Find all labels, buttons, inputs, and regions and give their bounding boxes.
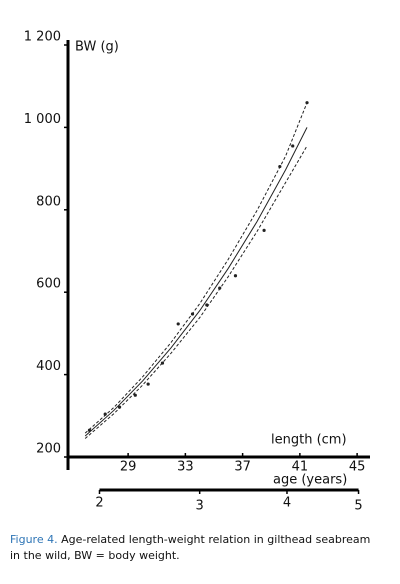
- y-tick-label: 1 200: [24, 30, 61, 45]
- data-point: [262, 228, 266, 232]
- x2-axis-label: age (years): [273, 473, 347, 488]
- data-point: [205, 303, 209, 307]
- x2-tick-label: 4: [283, 496, 291, 511]
- x2-tick-label: 3: [196, 499, 204, 514]
- caption: Figure 4. Age-related length-weight rela…: [10, 533, 370, 546]
- data-point: [218, 286, 222, 290]
- x-axis-label: length (cm): [271, 433, 347, 448]
- x-tick-label: 41: [292, 460, 309, 475]
- x2-tick-label: 2: [95, 496, 103, 511]
- x-tick-label: 45: [349, 460, 366, 475]
- x-tick-label: 37: [234, 460, 251, 475]
- y-tick-label: 800: [36, 194, 61, 209]
- fit-line: [84, 145, 308, 439]
- data-point: [278, 164, 282, 169]
- data-point: [190, 312, 195, 316]
- y-tick-label: 200: [36, 442, 61, 457]
- fit-line: [84, 102, 308, 434]
- x-tick-label: 29: [120, 460, 137, 475]
- data-point: [103, 412, 107, 416]
- fit-line: [84, 127, 308, 437]
- data-point: [146, 382, 150, 386]
- caption-label: Figure 4.: [10, 533, 58, 546]
- x2-tick-label: 5: [354, 499, 362, 514]
- data-point: [291, 144, 295, 148]
- data-point: [117, 405, 122, 409]
- data-point: [133, 393, 137, 397]
- y-tick-label: 600: [36, 277, 61, 292]
- y-tick-label: 400: [36, 359, 61, 374]
- x-tick-label: 33: [177, 460, 194, 475]
- data-point: [87, 428, 92, 432]
- data-point: [160, 361, 165, 365]
- caption-text: Age-related length-weight relation in gi…: [58, 533, 371, 546]
- data-point: [176, 322, 180, 326]
- y-tick-label: 1 000: [24, 112, 61, 127]
- data-point: [233, 274, 238, 278]
- data-point: [305, 101, 309, 105]
- y-axis-label: BW (g): [75, 40, 119, 55]
- caption-text: in the wild, BW = body weight.: [10, 549, 180, 562]
